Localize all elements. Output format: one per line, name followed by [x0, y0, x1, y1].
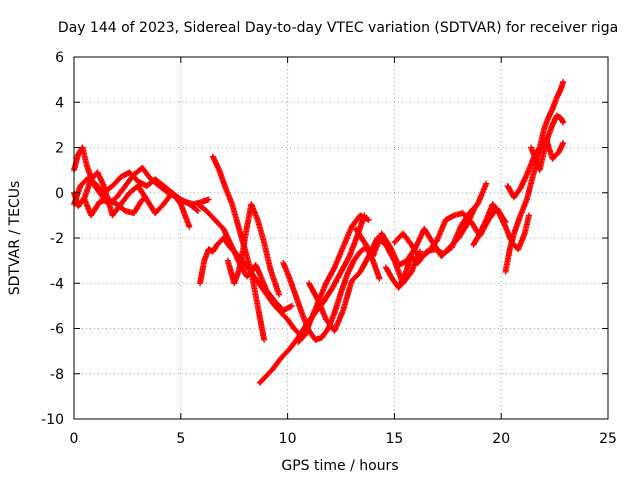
series-markers — [197, 235, 304, 339]
x-tick-label: 5 — [176, 431, 185, 447]
grid-lines — [74, 57, 608, 419]
series-markers — [224, 201, 283, 298]
series-markers — [306, 235, 423, 334]
x-tick-label: 10 — [279, 431, 297, 447]
series-track-4 — [197, 235, 304, 339]
series-track-10 — [295, 212, 372, 346]
y-tick-label: -6 — [50, 322, 64, 338]
y-tick-label: 6 — [55, 50, 64, 66]
y-tick-label: -8 — [50, 367, 64, 383]
chart-title: Day 144 of 2023, Sidereal Day-to-day VTE… — [58, 20, 618, 36]
y-tick-label: 4 — [55, 95, 64, 111]
y-tick-label: 0 — [55, 186, 64, 202]
series-track-3 — [81, 196, 146, 219]
y-tick-label: -4 — [50, 276, 64, 292]
series-markers — [528, 112, 567, 174]
y-tick-label: 2 — [55, 141, 64, 157]
data-points — [71, 78, 567, 386]
series-markers — [209, 153, 268, 343]
series-track-7 — [224, 201, 283, 298]
series-track-18 — [528, 112, 567, 174]
y-tick-label: -10 — [41, 412, 64, 428]
x-tick-label: 15 — [385, 431, 403, 447]
x-axis-label: GPS time / hours — [281, 458, 398, 474]
series-markers — [504, 78, 567, 201]
y-tick-label: -2 — [50, 231, 64, 247]
x-tick-label: 0 — [70, 431, 79, 447]
tick-marks — [73, 56, 609, 420]
y-axis-label: SDTVAR / TECUs — [7, 181, 23, 296]
x-tick-label: 25 — [599, 431, 617, 447]
series-track-11 — [306, 235, 423, 334]
x-tick-label: 20 — [492, 431, 510, 447]
series-track-17 — [504, 78, 567, 201]
series-markers — [295, 212, 372, 346]
series-markers — [81, 196, 146, 219]
series-track-5 — [209, 153, 268, 343]
